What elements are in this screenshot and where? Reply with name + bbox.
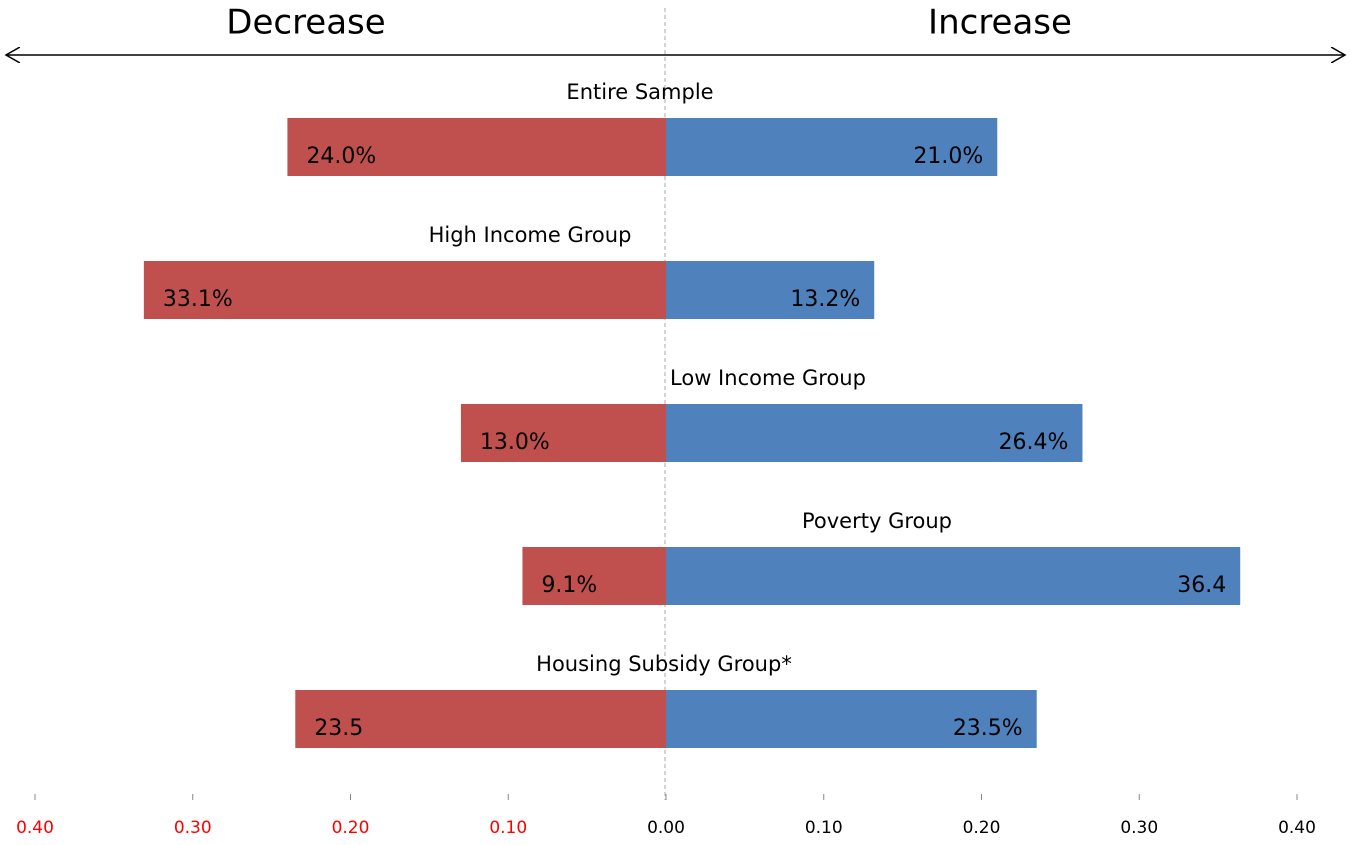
category-label: Entire Sample [566,80,713,104]
bar [295,690,666,748]
value-label: 33.1% [163,287,233,312]
series-header: Increase [928,3,1072,43]
x-tick-label: 0.10 [489,818,527,838]
bar [666,118,998,176]
bar [666,547,1241,605]
value-label: 9.1% [541,573,597,598]
value-label: 36.4 [1177,573,1226,598]
x-tick-label: 0.00 [647,818,685,838]
bar [666,404,1083,462]
x-tick-label: 0.20 [332,818,370,838]
series-header: Decrease [226,3,385,43]
value-label: 21.0% [913,144,983,169]
category-label: Poverty Group [802,509,952,533]
bar [666,690,1037,748]
value-label: 23.5% [953,716,1023,741]
category-label: High Income Group [429,223,632,247]
bar [460,404,666,462]
value-label: 13.2% [790,287,860,312]
bar [143,261,666,319]
x-tick-label: 0.30 [174,818,212,838]
bar [287,118,666,176]
x-tick-label: 0.10 [805,818,843,838]
category-label: Low Income Group [670,366,866,390]
x-tick-label: 0.20 [963,818,1001,838]
bar [666,261,875,319]
value-label: 13.0% [480,430,550,455]
value-label: 26.4% [999,430,1069,455]
x-tick-label: 0.30 [1120,818,1158,838]
x-tick-label: 0.40 [16,818,54,838]
value-label: 24.0% [306,144,376,169]
bar [522,547,666,605]
category-label: Housing Subsidy Group* [536,652,792,676]
x-tick-label: 0.40 [1278,818,1316,838]
value-label: 23.5 [314,716,363,741]
